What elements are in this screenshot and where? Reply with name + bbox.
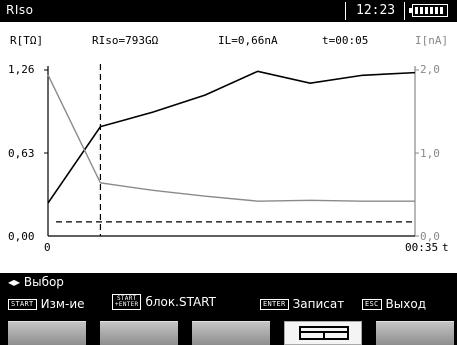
window-layout-icon (299, 326, 349, 340)
right-tick-label: 2,0 (420, 63, 440, 76)
leakage-current-readout: IL=0,66nA (218, 34, 278, 47)
x-axis-label: t (442, 241, 449, 254)
riso-readout: RIso=793GΩ (92, 34, 159, 47)
hint-label: блок.START (145, 295, 216, 309)
x-tick-label: 0 (44, 241, 51, 254)
divider (404, 2, 405, 20)
hint-label: Выход (385, 297, 426, 311)
start-enter-key-icon: START +ENTER (112, 294, 142, 310)
hint-esc: ESC Выход (362, 297, 426, 311)
hint-label: Записат (292, 297, 345, 311)
enter-key-icon: ENTER (260, 298, 289, 310)
title-bar: RIso 12:23 (0, 0, 457, 22)
battery-full-icon (409, 4, 448, 17)
current-series-line (47, 74, 415, 202)
nav-hint: ◂▸ Выбор (8, 275, 64, 289)
esc-key-icon: ESC (362, 298, 382, 310)
left-tick-label: 0,63 (8, 147, 35, 160)
clock: 12:23 (356, 3, 396, 18)
start-key-icon: START (8, 298, 37, 310)
hint-start: START Изм-ие (8, 297, 85, 311)
right-tick-label: 1,0 (420, 147, 440, 160)
x-tick-label: 00:35 (405, 241, 439, 254)
divider (345, 2, 346, 20)
hint-start-enter: START +ENTER блок.START (112, 294, 216, 310)
screen-title: RIso (6, 3, 34, 17)
softkey-5[interactable] (376, 321, 454, 345)
resistance-series-line (47, 70, 416, 204)
time-readout: t=00:05 (322, 34, 369, 47)
left-tick-label: 1,26 (8, 63, 35, 76)
measurement-chart (44, 64, 419, 237)
right-axis-unit: I[nA] (415, 34, 449, 47)
left-tick-label: 0,00 (8, 230, 35, 243)
left-axis-unit: R[TΩ] (10, 34, 44, 47)
hint-enter: ENTER Записат (260, 297, 344, 311)
softkey-3[interactable] (192, 321, 270, 345)
hint-label: Изм-ие (40, 297, 85, 311)
softkey-4[interactable] (284, 321, 362, 345)
softkey-1[interactable] (8, 321, 86, 345)
softkey-bar (0, 315, 457, 345)
right-tick-label: 0,0 (420, 230, 440, 243)
softkey-2[interactable] (100, 321, 178, 345)
hint-bar: ◂▸ Выбор START Изм-ие START +ENTER блок.… (0, 273, 457, 315)
